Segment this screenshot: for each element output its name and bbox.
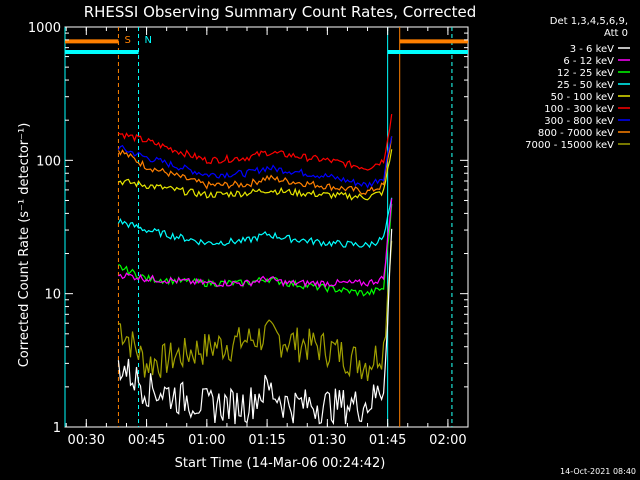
series-line xyxy=(118,198,393,289)
x-tick-label: 01:45 xyxy=(369,433,406,448)
y-tick-label: 10 xyxy=(44,288,61,303)
legend-label: 7000 - 15000 keV xyxy=(525,140,614,151)
x-tick-label: 00:45 xyxy=(128,433,165,448)
x-axis-label: Start Time (14-Mar-06 00:24:42) xyxy=(175,456,386,471)
plot-frame xyxy=(64,26,469,428)
legend-label: 50 - 100 keV xyxy=(551,92,615,103)
legend-header: Att 0 xyxy=(604,28,628,39)
x-tick-label: 01:30 xyxy=(309,433,346,448)
footer-date: 14-Oct-2021 08:40 xyxy=(560,467,636,476)
y-tick-label: 1 xyxy=(53,421,61,436)
x-tick-label: 01:00 xyxy=(188,433,225,448)
legend-label: 25 - 50 keV xyxy=(557,80,614,91)
x-tick-label: 02:00 xyxy=(429,433,466,448)
series-line xyxy=(117,136,393,195)
series-line xyxy=(118,114,393,171)
y-axis-label: Corrected Count Rate (s⁻¹ detector⁻¹) xyxy=(17,123,32,368)
x-tick-label: 00:30 xyxy=(68,433,105,448)
series-line xyxy=(117,228,393,426)
y-tick-label: 1000 xyxy=(28,21,61,36)
legend-label: 800 - 7000 keV xyxy=(538,128,614,139)
legend-label: 12 - 25 keV xyxy=(557,68,614,79)
series-line xyxy=(118,149,393,201)
legend-label: 6 - 12 keV xyxy=(563,56,614,67)
legend-label: 300 - 800 keV xyxy=(544,116,614,127)
annotation-label: N xyxy=(145,35,152,46)
series-line xyxy=(117,197,393,249)
legend-label: 100 - 300 keV xyxy=(544,104,614,115)
axes-layer: 1 10 100 1000 00:30 00:45 01:00 01:15 01:30 01:45… xyxy=(28,21,469,448)
y-tick-label: 100 xyxy=(36,154,61,169)
chart-title: RHESSI Observing Summary Count Rates, Co… xyxy=(84,3,477,21)
series-line xyxy=(117,136,393,189)
annotation-label: S xyxy=(124,35,130,46)
legend-header: Det 1,3,4,5,6,9, xyxy=(550,16,628,27)
series-line xyxy=(118,240,393,381)
x-tick-label: 01:15 xyxy=(248,433,285,448)
legend-label: 3 - 6 keV xyxy=(570,44,614,55)
